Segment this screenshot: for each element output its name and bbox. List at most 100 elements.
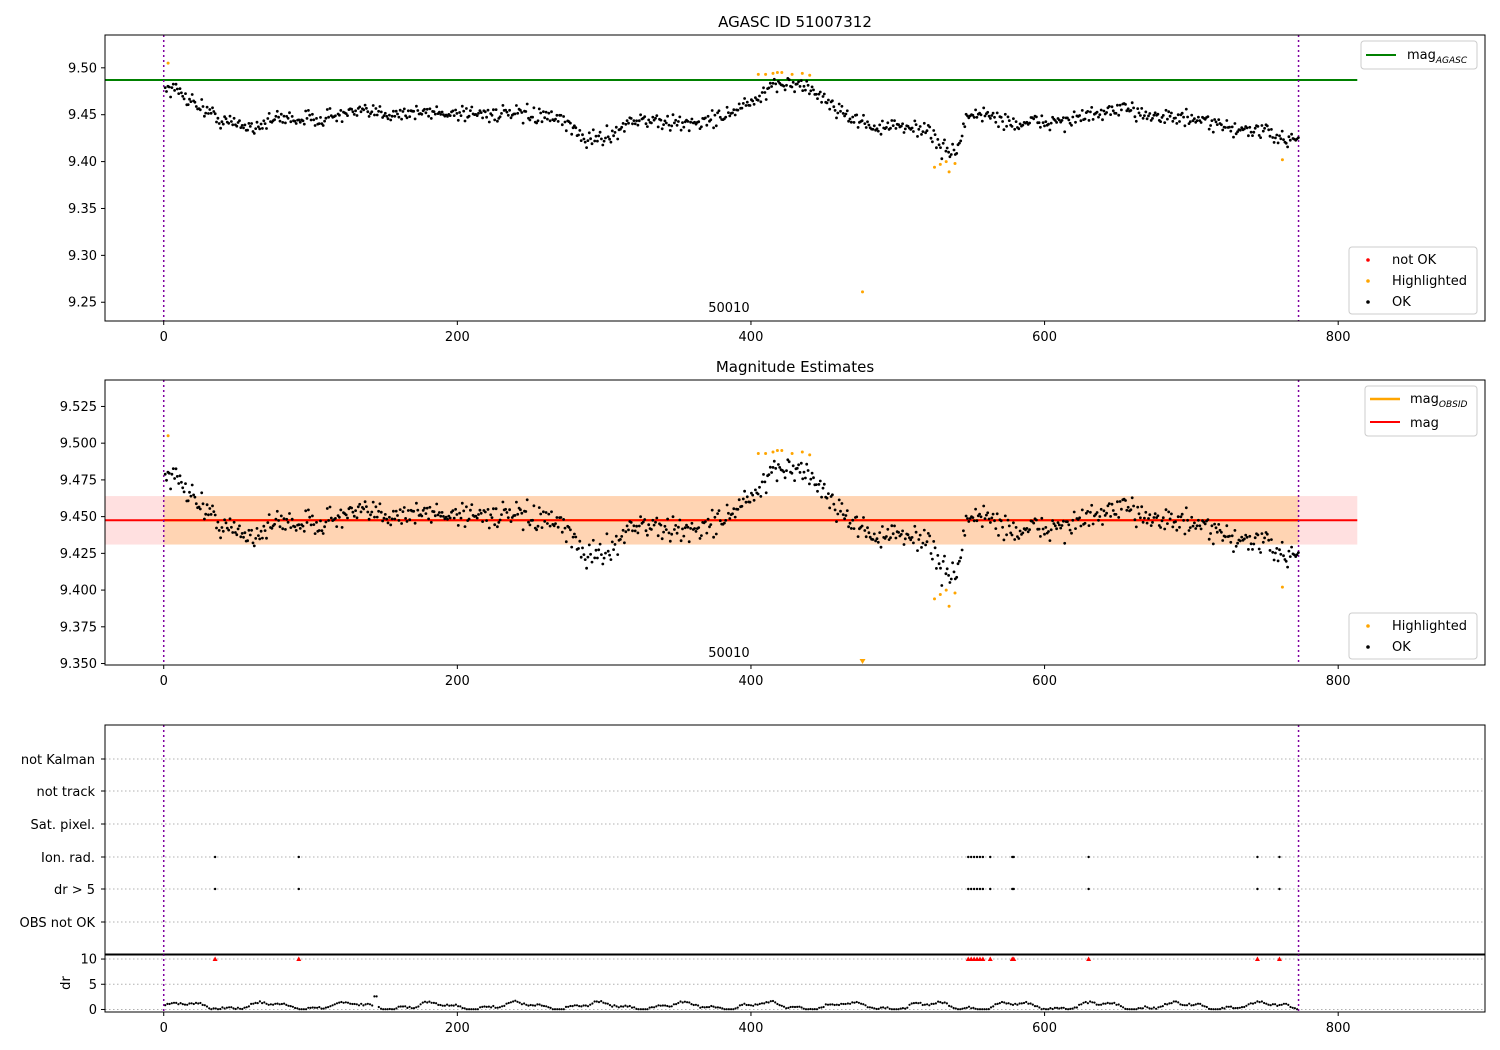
ok-point [358, 502, 362, 506]
ion-rad-flag [1087, 855, 1090, 859]
ok-point [497, 521, 501, 524]
ok-point [548, 119, 552, 123]
dr-gt5-flag [975, 887, 979, 891]
ok-point [487, 526, 491, 530]
ok-point [436, 513, 440, 517]
dr-point [800, 1006, 803, 1009]
ok-point [1274, 136, 1277, 140]
ok-point [994, 120, 998, 124]
ok-point [475, 114, 479, 117]
ok-point [1006, 115, 1010, 119]
dr-point [1047, 1008, 1050, 1011]
ok-point [211, 106, 214, 110]
ok-point [396, 112, 399, 116]
ok-point [958, 559, 961, 563]
ok-point [1025, 120, 1029, 124]
ok-point [492, 507, 495, 511]
ok-point [705, 531, 709, 535]
ok-point [1278, 134, 1281, 138]
ok-point [324, 520, 328, 524]
ok-point [941, 141, 945, 145]
ok-point [845, 109, 849, 113]
dr-point [234, 1007, 237, 1011]
dr-point [406, 1006, 409, 1010]
ok-point [211, 504, 214, 508]
dr-point [864, 1004, 867, 1007]
ok-point [1152, 516, 1156, 519]
dr-point [1007, 1002, 1010, 1005]
ok-point [284, 528, 287, 531]
ok-point [556, 120, 560, 123]
ok-point [1134, 119, 1138, 123]
dr-point [197, 1002, 200, 1005]
ok-point [597, 134, 601, 138]
ok-point [1099, 507, 1103, 511]
ok-point [255, 527, 259, 530]
dr-point [212, 1007, 215, 1010]
ok-point [1126, 505, 1130, 509]
ion-rad-flag [1278, 855, 1281, 859]
dr-point [1036, 1005, 1039, 1008]
dr-point [697, 1004, 700, 1007]
ok-point [455, 112, 459, 115]
ok-point [425, 107, 429, 111]
ok-point [855, 113, 859, 117]
ok-point [1286, 565, 1289, 569]
ok-point [801, 89, 805, 92]
ok-point [189, 100, 193, 103]
ok-point [936, 138, 940, 141]
ok-point [513, 112, 517, 116]
ok-point [671, 113, 675, 117]
ok-point [914, 123, 918, 126]
ok-point [375, 515, 379, 519]
dr-point [194, 1001, 198, 1005]
ok-point [1111, 109, 1115, 113]
ok-point [768, 465, 772, 469]
ok-point [1130, 496, 1134, 500]
ok-point [783, 476, 787, 480]
dr-point [461, 1006, 464, 1010]
dr-y-tick-label: 5 [89, 978, 97, 993]
ok-point [284, 121, 287, 125]
ok-point [1032, 117, 1036, 121]
ok-point [213, 112, 217, 116]
ok-point [1049, 121, 1053, 125]
dr-point [1078, 1003, 1081, 1006]
dr-point [994, 1003, 997, 1006]
highlighted-point [166, 61, 170, 65]
dr-point [813, 1008, 816, 1011]
x-tick-label: 800 [1326, 330, 1351, 345]
ok-point [1039, 125, 1042, 129]
ok-point [629, 117, 633, 120]
dr-point [981, 1008, 984, 1011]
dr-gt5-flag [1012, 887, 1015, 891]
dr-gt5-flag [978, 887, 982, 891]
ok-point [321, 532, 325, 535]
agasc-plot-area [105, 35, 1358, 321]
ok-point [922, 528, 926, 532]
dr-point [650, 1006, 654, 1009]
ok-point [277, 115, 280, 119]
dr-point [300, 1008, 303, 1011]
dr-point [970, 1007, 973, 1010]
dr-point [642, 1008, 645, 1011]
ok-point [315, 521, 318, 524]
ok-point [1186, 115, 1189, 119]
ok-point [263, 529, 267, 532]
ok-point [460, 104, 464, 108]
ok-point [716, 512, 719, 515]
ok-point [175, 87, 179, 91]
ok-point [328, 505, 332, 509]
magnitude-panel: Magnitude Estimates 9.3509.3759.4009.425… [60, 358, 1486, 689]
ok-point [804, 476, 807, 480]
ok-point [1145, 521, 1149, 525]
ok-point [756, 492, 760, 496]
dr-point [644, 1008, 647, 1011]
dr-point [564, 1005, 568, 1009]
ok-point [1251, 134, 1254, 138]
ok-point [689, 120, 692, 124]
ok-point [174, 467, 178, 471]
ok-point [667, 123, 671, 127]
ok-point [797, 80, 800, 83]
dr-point [1207, 1007, 1211, 1011]
